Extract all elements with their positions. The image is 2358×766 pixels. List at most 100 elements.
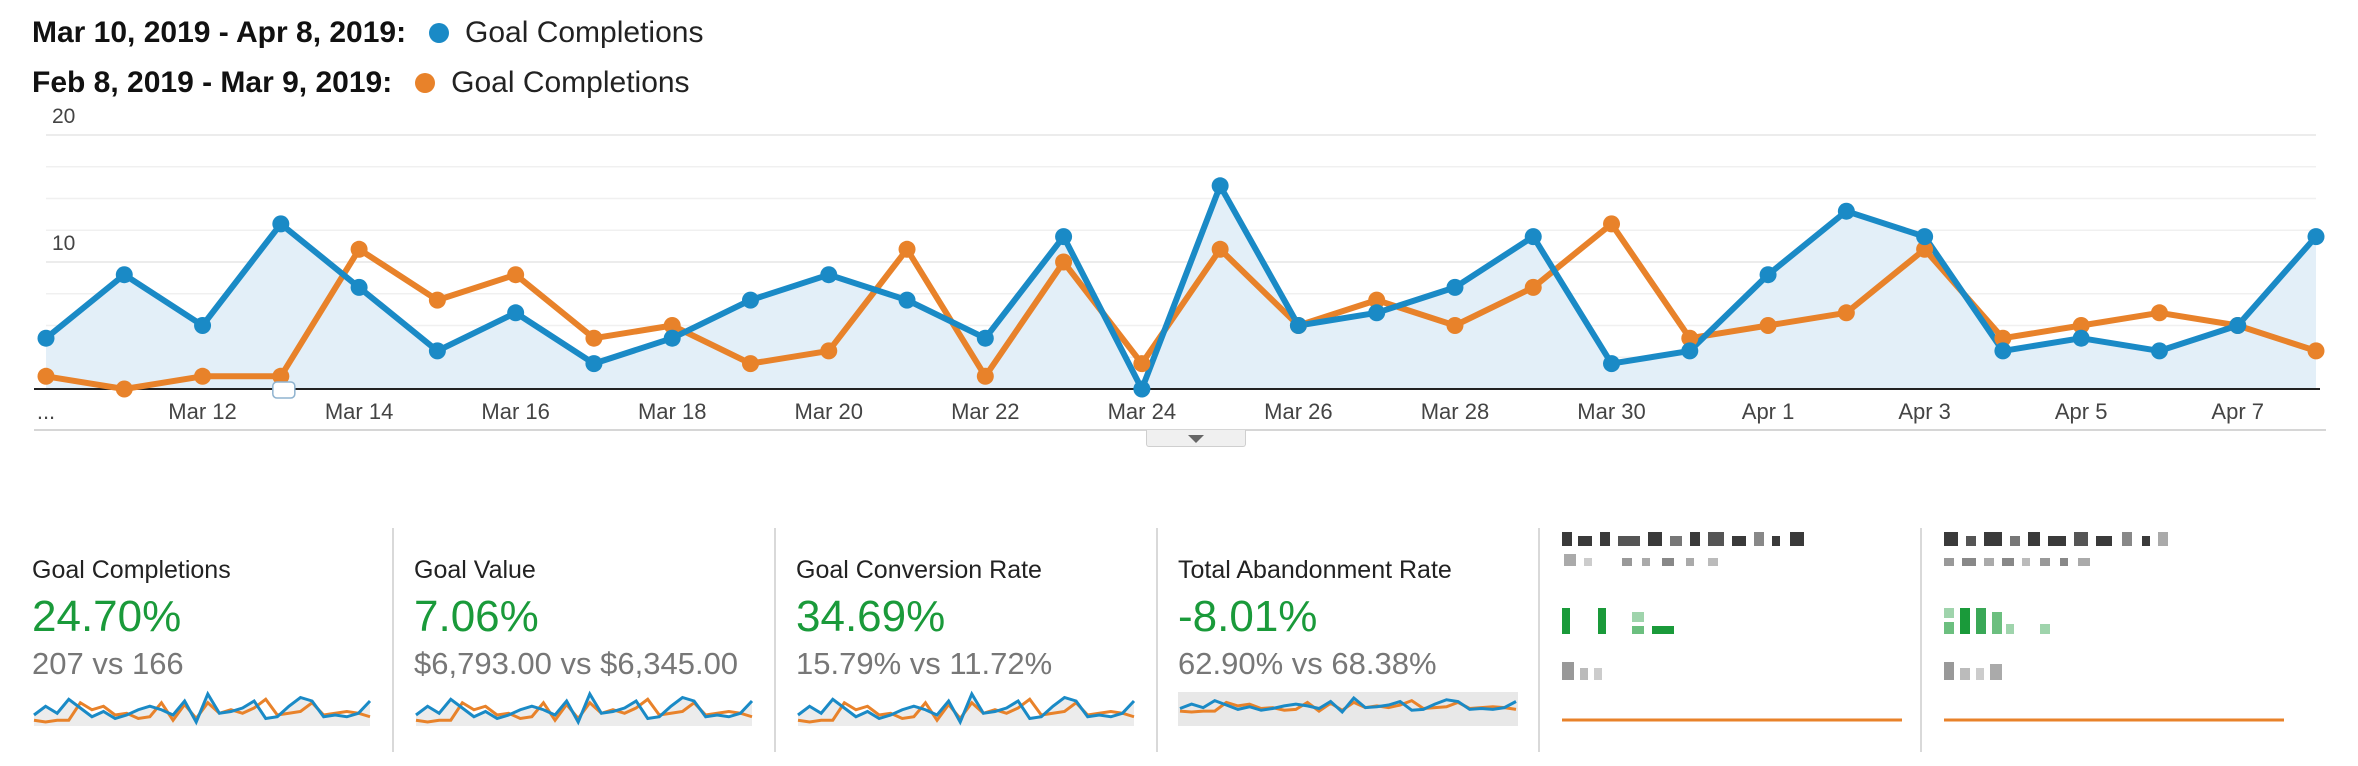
data-point-previous: [2072, 317, 2090, 334]
data-point-previous: [898, 240, 916, 258]
data-point-previous: [115, 380, 133, 398]
chevron-down-icon: [1188, 435, 1204, 443]
data-point-current: [1994, 342, 2012, 360]
x-tick-label: Mar 28: [1421, 399, 1489, 424]
data-point-previous: [2150, 304, 2168, 322]
x-tick-label: Mar 16: [481, 399, 549, 424]
sparkline: [797, 690, 1136, 726]
scorecard-goal-value[interactable]: Goal Value 7.06% $6,793.00 vs $6,345.00: [414, 528, 766, 752]
redacted-scorecard-content: [1562, 532, 1902, 722]
data-point-current: [1524, 228, 1542, 246]
series-line-previous: [45, 220, 2317, 392]
scorecard-goal-completions[interactable]: Goal Completions 24.70% 207 vs 166: [32, 528, 384, 752]
scorecard-divider: [1920, 528, 1922, 752]
x-tick-label: Apr 7: [2211, 399, 2264, 424]
annotation-icon: [272, 381, 296, 399]
scorecard-change: 34.69%: [796, 592, 946, 641]
data-point-previous: [663, 317, 681, 334]
data-point-current: [741, 291, 759, 309]
scorecard-divider: [392, 528, 394, 752]
data-point-previous: [741, 355, 759, 373]
chart-collapse-handle[interactable]: [1146, 430, 1246, 447]
data-point-current: [350, 278, 368, 296]
scorecard-total-abandonment-rate[interactable]: Total Abandonment Rate -8.01% 62.90% vs …: [1178, 528, 1530, 752]
data-point-current: [820, 266, 838, 284]
data-point-previous: [37, 367, 55, 385]
sparkline-current: [797, 690, 1136, 726]
data-point-current: [1681, 342, 1699, 360]
data-point-current: [1289, 317, 1307, 334]
x-tick-label: Apr 5: [2055, 399, 2108, 424]
data-point-current: [898, 291, 916, 309]
data-point-current: [1603, 355, 1621, 373]
scorecard-title: Goal Conversion Rate: [796, 556, 1042, 584]
data-point-previous: [1368, 291, 1386, 309]
scorecard-comparison: $6,793.00 vs $6,345.00: [414, 646, 739, 681]
data-point-current: [1211, 177, 1229, 195]
x-tick-label: Mar 12: [168, 399, 236, 424]
scorecard-comparison: 207 vs 166: [32, 646, 184, 681]
x-tick-label: Mar 18: [638, 399, 706, 424]
data-point-previous: [1133, 355, 1151, 373]
scorecard-redacted-1[interactable]: [1562, 528, 1906, 752]
scorecard-goal-conversion-rate[interactable]: Goal Conversion Rate 34.69% 15.79% vs 11…: [796, 528, 1148, 752]
data-point-current: [1055, 228, 1073, 246]
sparkline: [33, 690, 372, 726]
data-point-previous: [272, 367, 290, 385]
scorecard-comparison: 62.90% vs 68.38%: [1178, 646, 1437, 681]
legend-series-dot: [414, 73, 435, 93]
data-point-previous: [1994, 329, 2012, 347]
scorecard-title: Goal Completions: [32, 556, 231, 584]
sparkline: [415, 690, 754, 726]
data-point-current: [1759, 266, 1777, 284]
data-point-previous: [1446, 317, 1464, 334]
data-point-previous: [194, 367, 212, 385]
scorecard-change: -8.01%: [1178, 592, 1318, 641]
series-line-current: [44, 182, 2319, 392]
x-tick-label: Mar 14: [325, 399, 393, 424]
scorecard-divider: [1156, 528, 1158, 752]
data-point-current: [1837, 202, 1855, 220]
legend-date-range: Mar 10, 2019 - Apr 8, 2019:: [32, 16, 407, 49]
data-point-previous: [976, 367, 994, 385]
x-tick-label: Apr 3: [1898, 399, 1951, 424]
data-point-previous: [428, 291, 446, 309]
scorecard-change: 7.06%: [414, 592, 539, 641]
x-tick-label: Apr 1: [1742, 399, 1795, 424]
data-point-current: [272, 215, 290, 233]
data-point-current: [1446, 278, 1464, 296]
line-chart[interactable]: 20 10... Mar 12 Mar 14 Mar 16 Mar 18 Mar 20 Mar…: [0, 0, 2358, 460]
data-point-current: [1133, 380, 1151, 398]
scorecard-divider: [1538, 528, 1540, 752]
x-tick-label: Mar 20: [795, 399, 863, 424]
data-point-current: [2307, 228, 2325, 246]
legend-metric-label: Goal Completions: [451, 66, 690, 99]
scorecard-change: 24.70%: [32, 592, 182, 641]
data-point-current: [194, 317, 212, 334]
x-tick-label: Mar 22: [951, 399, 1019, 424]
data-point-previous: [1055, 253, 1073, 271]
data-point-current: [976, 329, 994, 347]
chart-legend: Mar 10, 2019 - Apr 8, 2019: Goal Complet…: [32, 8, 703, 108]
data-point-current: [1916, 228, 1934, 246]
data-point-current: [1368, 304, 1386, 322]
x-tick-label: ...: [37, 399, 55, 424]
legend-row-current[interactable]: Mar 10, 2019 - Apr 8, 2019: Goal Complet…: [32, 8, 703, 58]
data-point-previous: [1211, 240, 1229, 258]
series-area-current: [46, 185, 2316, 389]
legend-row-previous[interactable]: Feb 8, 2019 - Mar 9, 2019: Goal Completi…: [32, 58, 703, 108]
data-point-previous: [1916, 240, 1934, 258]
sparkline-current: [33, 690, 372, 726]
data-point-previous: [1759, 317, 1777, 334]
data-point-previous: [585, 329, 603, 347]
legend-metric-label: Goal Completions: [465, 16, 704, 49]
x-tick-label: Mar 26: [1264, 399, 1332, 424]
data-point-current: [663, 329, 681, 347]
scorecard-redacted-2[interactable]: [1944, 528, 2288, 752]
scorecard-title: Goal Value: [414, 556, 536, 584]
legend-date-range: Feb 8, 2019 - Mar 9, 2019:: [32, 66, 393, 99]
data-point-current: [37, 329, 55, 347]
x-tick-label: Mar 24: [1108, 399, 1176, 424]
y-tick-label: 10: [52, 232, 75, 255]
data-point-current: [2150, 342, 2168, 360]
